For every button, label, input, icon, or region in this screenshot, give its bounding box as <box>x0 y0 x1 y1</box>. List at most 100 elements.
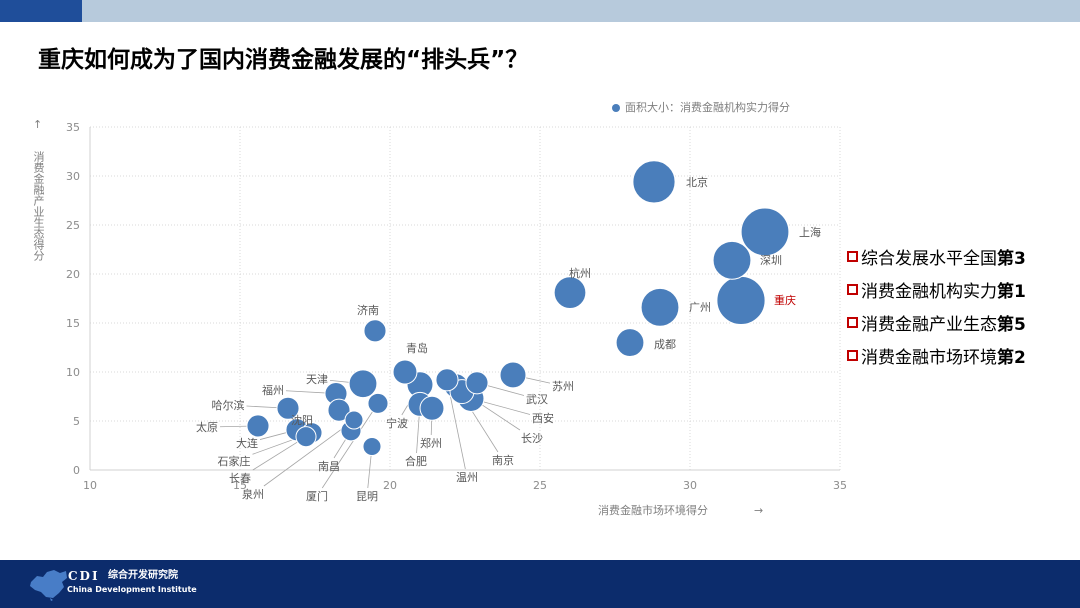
chart-legend: 面积大小：消费金融机构实力得分 <box>612 102 790 114</box>
highlight-text: 消费金融机构实力 <box>861 282 997 302</box>
y-tick-label: 5 <box>73 415 80 428</box>
highlight-rank: 第2 <box>997 348 1026 368</box>
bubble <box>246 414 270 438</box>
bubble <box>367 392 389 414</box>
bubble-label: 宁波 <box>386 416 408 430</box>
bubble-label: 天津 <box>306 373 328 386</box>
bubble-label: 西安 <box>532 411 554 425</box>
bubble-label: 杭州 <box>569 266 591 280</box>
y-tick-label: 20 <box>66 268 80 281</box>
legend-label: 面积大小：消费金融机构实力得分 <box>625 101 790 114</box>
footer-abbr: CDI <box>68 569 100 583</box>
bubble-label: 上海 <box>799 225 821 239</box>
x-axis-label: 消费金融市场环境得分 <box>598 504 708 517</box>
leader-line <box>321 403 379 489</box>
bubble-label: 昆明 <box>356 490 378 503</box>
bubble-label: 郑州 <box>420 436 442 450</box>
bubble <box>362 436 382 456</box>
bubble-label: 南京 <box>492 453 514 467</box>
x-axis-arrow: → <box>754 504 764 517</box>
footer-bar: CDI 综合开发研究院 China Development Institute <box>0 560 1080 608</box>
bubble-label: 大连 <box>236 436 258 450</box>
red-square-bullet-icon <box>847 251 858 262</box>
bubble <box>499 361 527 389</box>
bubble-label: 北京 <box>686 175 708 189</box>
bubble-label: 南昌 <box>318 460 340 473</box>
y-tick-label: 10 <box>66 366 80 379</box>
highlight-text: 综合发展水平全国 <box>861 249 997 269</box>
y-tick-label: 30 <box>66 170 80 183</box>
y-tick-label: 15 <box>66 317 80 330</box>
bubble <box>553 276 587 309</box>
bubble <box>716 275 766 326</box>
bubble <box>363 319 387 343</box>
bubble <box>392 359 418 385</box>
bubble <box>632 160 676 204</box>
bubble-label: 长沙 <box>521 432 543 445</box>
red-square-bullet-icon <box>847 317 858 328</box>
china-map-logo-icon <box>30 570 67 601</box>
x-tick-label: 30 <box>683 479 697 492</box>
bubble-label: 福州 <box>262 383 284 397</box>
x-tick-label: 20 <box>383 479 397 492</box>
bubble <box>712 240 752 280</box>
axes <box>89 127 840 471</box>
bubble-label: 沈阳 <box>291 413 313 427</box>
highlight-rank: 第5 <box>997 315 1026 335</box>
bubble-label: 温州 <box>456 471 478 484</box>
bubble-label: 苏州 <box>552 380 574 393</box>
bubble-label: 太原 <box>196 421 218 434</box>
bubble-label: 成都 <box>654 338 676 351</box>
bubble <box>615 328 645 358</box>
bubble <box>276 396 300 420</box>
red-square-bullet-icon <box>847 350 858 361</box>
x-tick-label: 25 <box>533 479 547 492</box>
bubble-label: 合肥 <box>405 454 427 468</box>
bubble <box>640 287 680 327</box>
bubble-label: 长春 <box>229 472 251 485</box>
x-tick-label: 15 <box>233 479 247 492</box>
bubble-label: 青岛 <box>406 341 428 355</box>
bubble-label: 深圳 <box>760 254 782 267</box>
red-square-bullet-icon <box>847 284 858 295</box>
gridlines <box>90 126 841 470</box>
bubble <box>419 395 445 421</box>
leader-line <box>263 419 355 487</box>
x-tick-label: 35 <box>833 479 847 492</box>
list-item: 消费金融市场环境 第2 <box>847 339 1026 372</box>
bubble <box>465 371 489 395</box>
bubble <box>327 398 351 422</box>
bubble-label: 重庆 <box>774 293 796 307</box>
header-bar-dark <box>0 0 82 22</box>
header-bar-light <box>82 0 1080 22</box>
footer-org-name: 综合开发研究院 <box>108 570 178 581</box>
highlight-rank: 第1 <box>997 282 1026 302</box>
bubble-label: 广州 <box>689 301 711 314</box>
bubble <box>740 207 790 257</box>
highlight-rank: 第3 <box>997 249 1026 269</box>
bubbles <box>246 160 790 456</box>
y-tick-label: 25 <box>66 219 80 232</box>
highlight-text: 消费金融市场环境 <box>861 348 997 368</box>
bubble <box>295 426 317 448</box>
bubble-label: 哈尔滨 <box>212 398 245 412</box>
bubble <box>435 368 459 392</box>
bubble-label: 厦门 <box>306 489 328 503</box>
bubble <box>348 369 378 399</box>
bubble-label: 济南 <box>357 303 379 317</box>
bubble-label: 武汉 <box>526 393 548 406</box>
tick-labels: 10 15 20 25 30 35 0 5 10 15 20 25 30 35 <box>66 121 847 492</box>
list-item: 消费金融产业生态 第5 <box>847 306 1026 339</box>
y-tick-label: 0 <box>73 464 80 477</box>
y-axis-arrow: ↑ <box>33 118 43 131</box>
list-item: 综合发展水平全国 第3 <box>847 240 1026 273</box>
x-tick-label: 10 <box>83 479 97 492</box>
footer-org-name-en: China Development Institute <box>67 585 197 594</box>
y-axis-label: 消费金融产业生态得分 <box>32 151 45 261</box>
y-tick-label: 35 <box>66 121 80 134</box>
highlight-text: 消费金融产业生态 <box>861 315 997 335</box>
slide-title: 重庆如何成为了国内消费金融发展的“排头兵”？ <box>38 47 529 73</box>
list-item: 消费金融机构实力 第1 <box>847 273 1026 306</box>
